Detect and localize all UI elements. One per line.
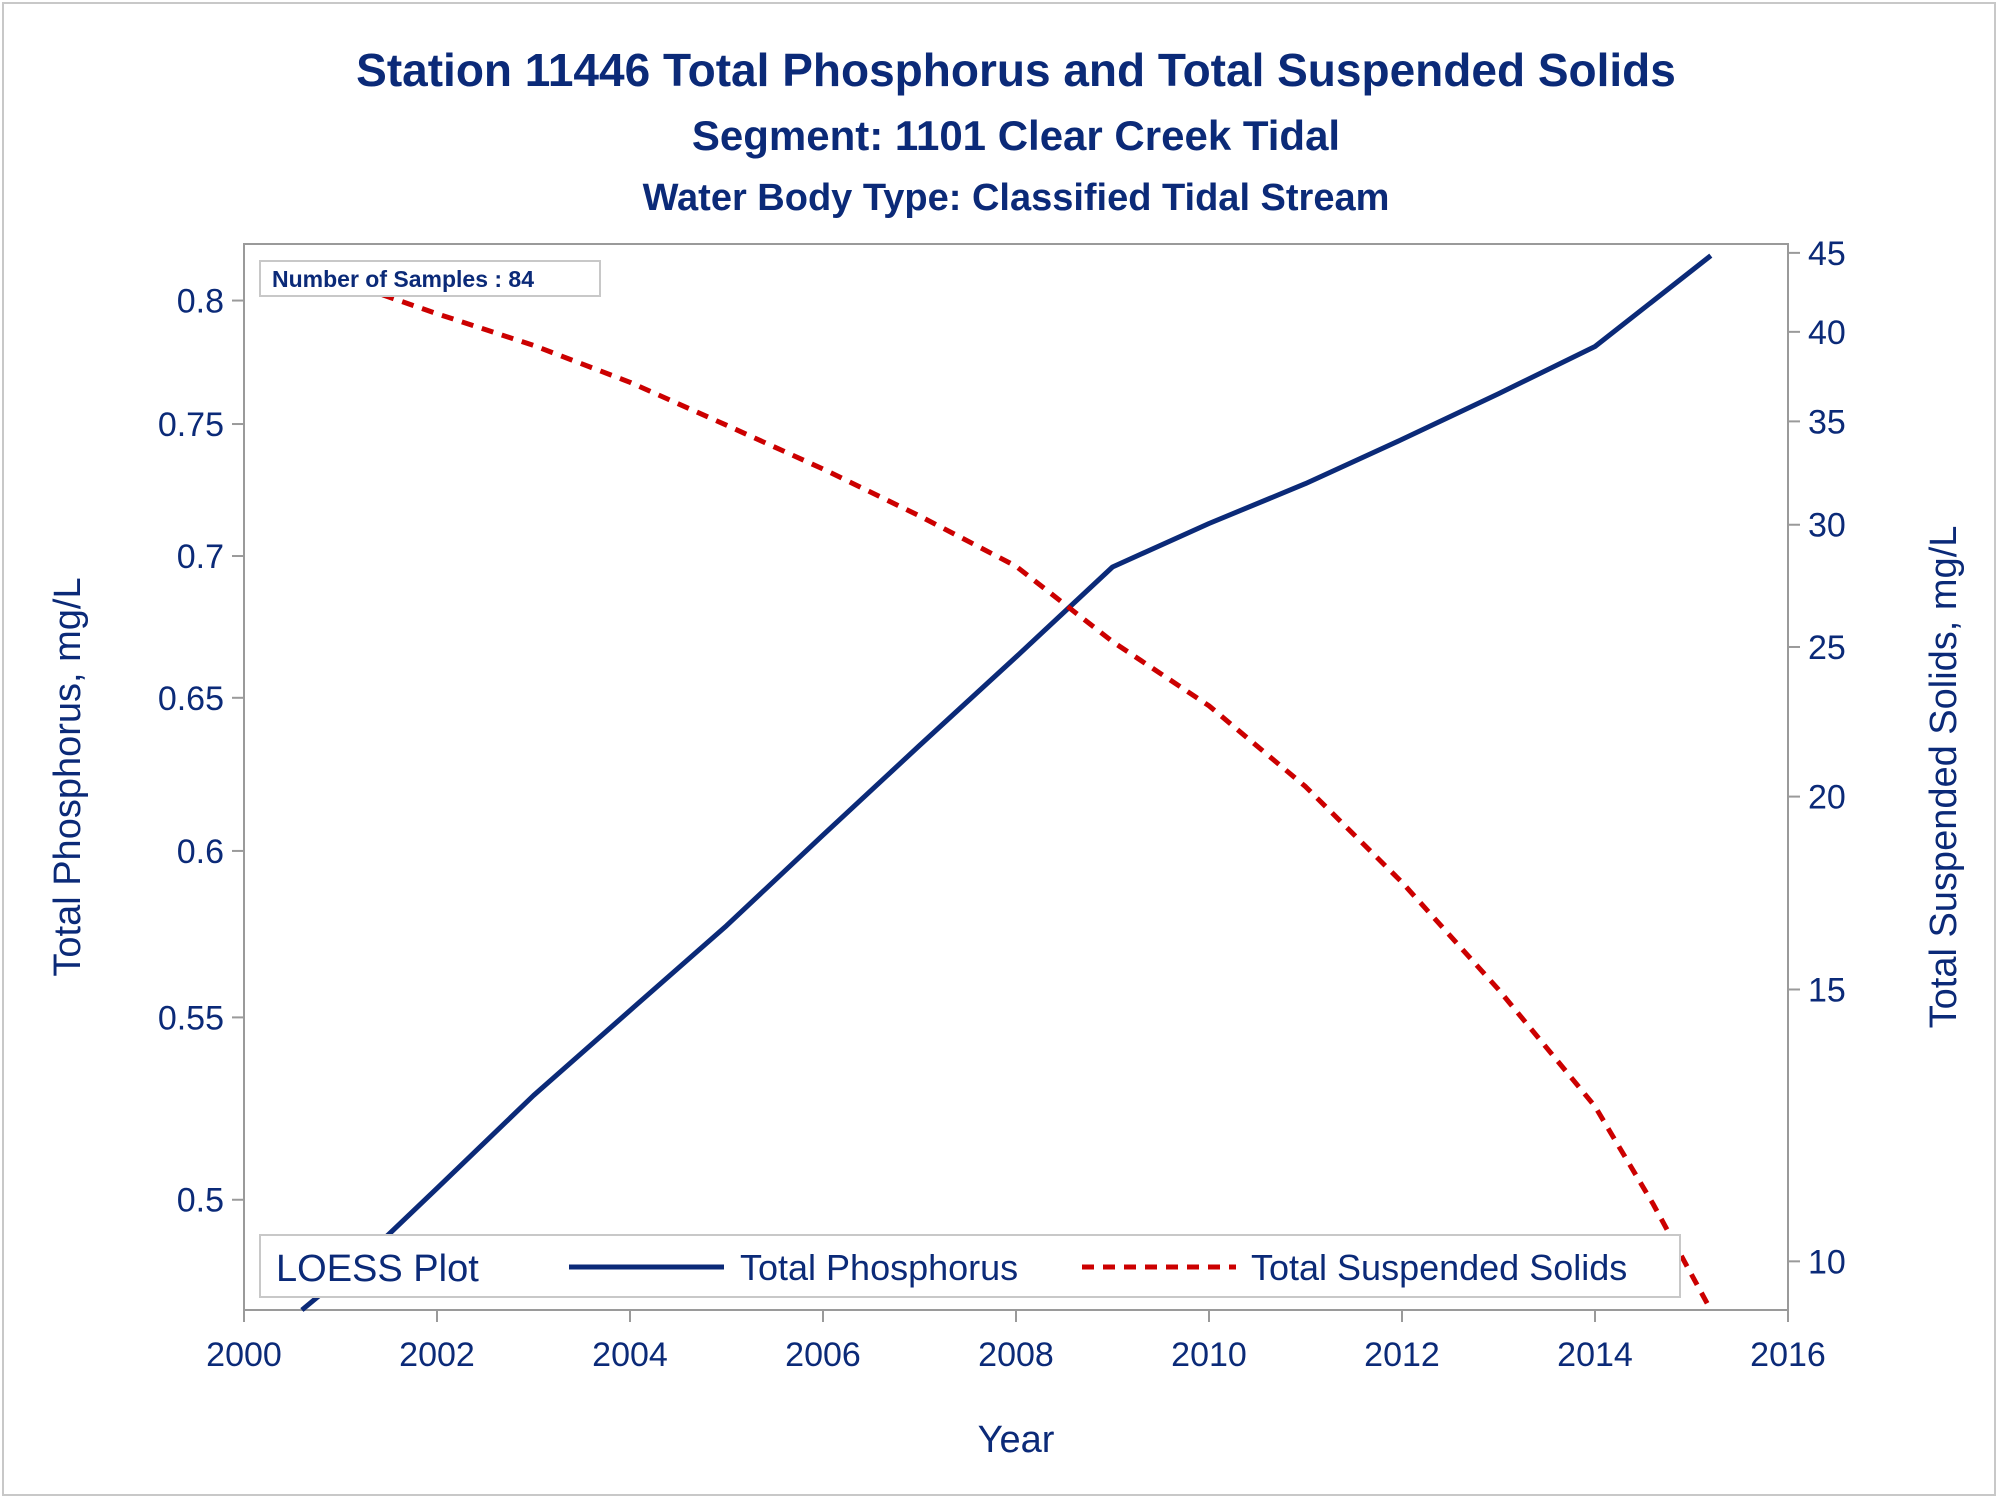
plot-area [243, 243, 1789, 1311]
y-right-tick-label: 10 [1808, 1243, 1846, 1281]
legend-label-total-phosphorus: Total Phosphorus [740, 1247, 1018, 1288]
y-axis-right: 10 15 20 25 30 35 40 45 [1788, 235, 1846, 1281]
x-tick-label: 2012 [1364, 1336, 1440, 1374]
y-left-tick-label: 0.65 [158, 680, 224, 718]
chart: Station 11446 Total Phosphorus and Total… [47, 44, 1965, 1461]
legend-title: LOESS Plot [276, 1248, 479, 1290]
x-tick-label: 2006 [785, 1336, 861, 1374]
y-right-tick-label: 40 [1808, 314, 1846, 352]
y-axis-left: 0.5 0.55 0.6 0.65 0.7 0.75 0.8 [158, 283, 244, 1220]
legend-box [259, 1234, 1681, 1298]
x-tick-label: 2004 [592, 1336, 668, 1374]
y-left-tick-label: 0.6 [177, 833, 224, 871]
x-tick-label: 2008 [978, 1336, 1054, 1374]
series-layer [300, 253, 1713, 1312]
y-right-tick-label: 30 [1808, 507, 1846, 545]
legend-label-total-suspended-solids: Total Suspended Solids [1251, 1247, 1627, 1288]
y-left-tick-label: 0.7 [177, 538, 224, 576]
series-line-total-phosphorus [300, 253, 1713, 1312]
y-left-tick-label: 0.5 [177, 1182, 224, 1220]
y-axis-right-title: Total Suspended Solids, mg/L [1923, 526, 1965, 1029]
y-right-tick-label: 45 [1808, 235, 1846, 273]
y-right-tick-label: 20 [1808, 779, 1846, 817]
y-left-tick-label: 0.55 [158, 999, 224, 1037]
x-tick-label: 2016 [1750, 1336, 1826, 1374]
x-axis-title: Year [978, 1419, 1055, 1461]
x-tick-label: 2010 [1171, 1336, 1247, 1374]
y-right-tick-label: 15 [1808, 971, 1846, 1009]
chart-subtitle: Segment: 1101 Clear Creek Tidal [692, 112, 1340, 159]
x-tick-label: 2014 [1557, 1336, 1633, 1374]
y-axis-left-title: Total Phosphorus, mg/L [47, 577, 89, 976]
y-left-tick-label: 0.75 [158, 406, 224, 444]
y-left-tick-label: 0.8 [177, 283, 224, 321]
chart-subtitle-2: Water Body Type: Classified Tidal Stream [643, 177, 1390, 219]
x-tick-label: 2002 [399, 1336, 475, 1374]
chart-title: Station 11446 Total Phosphorus and Total… [356, 44, 1676, 96]
y-right-tick-label: 35 [1808, 403, 1846, 441]
samples-inset-text: Number of Samples : 84 [272, 266, 534, 292]
samples-inset-box [259, 260, 601, 297]
y-right-tick-label: 25 [1808, 629, 1846, 667]
x-tick-label: 2000 [206, 1336, 282, 1374]
x-axis: 2000 2002 2004 2006 2008 2010 2012 2014 2016 [206, 1310, 1826, 1374]
